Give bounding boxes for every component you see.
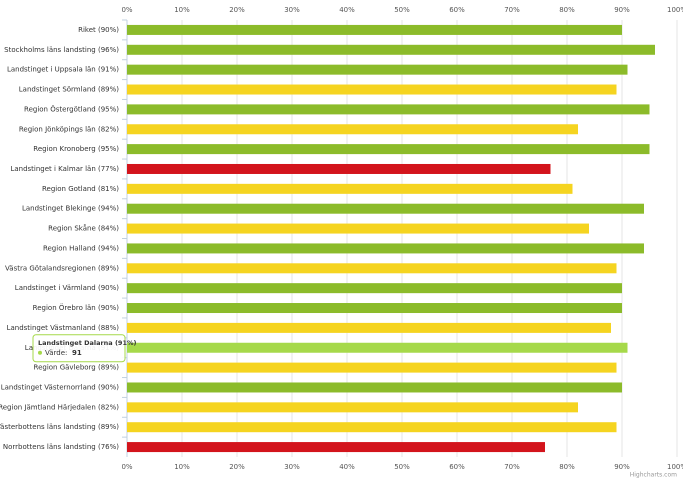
x-tick-label-bottom: 60% bbox=[449, 463, 465, 471]
y-tick-label: Landstinget Blekinge (94%) bbox=[22, 205, 119, 213]
x-tick-label-top: 90% bbox=[614, 6, 630, 14]
x-tick-label-bottom: 100% bbox=[667, 463, 683, 471]
bar bbox=[127, 322, 611, 333]
y-tick-label: Riket (90%) bbox=[78, 26, 119, 34]
bar bbox=[127, 104, 650, 115]
y-tick-label: Region Jönköpings län (82%) bbox=[19, 125, 119, 133]
y-tick-label: Region Skåne (84%) bbox=[48, 224, 119, 233]
y-tick-label: Landstinget Västmanland (88%) bbox=[7, 324, 120, 332]
y-tick-label: Region Örebro län (90%) bbox=[33, 303, 120, 312]
tooltip-value: 91 bbox=[72, 349, 82, 357]
x-tick-label-bottom: 40% bbox=[339, 463, 355, 471]
x-tick-label-top: 10% bbox=[174, 6, 190, 14]
y-tick-label: Landstinget i Uppsala län (91%) bbox=[7, 66, 119, 74]
x-tick-label-top: 30% bbox=[284, 6, 300, 14]
bar bbox=[127, 442, 545, 453]
x-tick-label-bottom: 20% bbox=[229, 463, 245, 471]
bar bbox=[127, 422, 617, 433]
y-tick-label: Region Jämtland Härjedalen (82%) bbox=[0, 403, 119, 411]
bar bbox=[127, 203, 644, 214]
bar bbox=[127, 84, 617, 95]
y-tick-label: Region Gotland (81%) bbox=[42, 185, 119, 193]
x-tick-label-top: 60% bbox=[449, 6, 465, 14]
bar bbox=[127, 283, 622, 294]
y-tick-label: Region Halland (94%) bbox=[43, 244, 119, 252]
y-tick-label: Norrbottens läns landsting (76%) bbox=[3, 443, 119, 451]
x-tick-label-bottom: 70% bbox=[504, 463, 520, 471]
bar bbox=[127, 342, 628, 353]
bar bbox=[127, 24, 622, 35]
bar bbox=[127, 362, 617, 373]
bar bbox=[127, 243, 644, 254]
y-tick-label: Stockholms läns landsting (96%) bbox=[4, 46, 119, 54]
bar bbox=[127, 44, 655, 55]
y-tick-label: Landstinget i Kalmar län (77%) bbox=[10, 165, 119, 173]
bar bbox=[127, 382, 622, 393]
x-tick-label-bottom: 80% bbox=[559, 463, 575, 471]
bar bbox=[127, 64, 628, 75]
x-tick-label-top: 20% bbox=[229, 6, 245, 14]
x-tick-label-bottom: 10% bbox=[174, 463, 190, 471]
bars bbox=[127, 24, 655, 453]
x-tick-label-bottom: 30% bbox=[284, 463, 300, 471]
bar bbox=[127, 402, 578, 413]
y-tick-label: Region Gävleborg (89%) bbox=[34, 364, 120, 372]
y-tick-label: Region Östergötland (95%) bbox=[24, 104, 119, 113]
y-tick-label: Västerbottens läns landsting (89%) bbox=[0, 423, 119, 431]
x-tick-label-bottom: 50% bbox=[394, 463, 410, 471]
y-tick-label: Landstinget Sörmland (89%) bbox=[19, 86, 119, 94]
y-tick-label: Landstinget i Värmland (90%) bbox=[15, 284, 119, 292]
tooltip-box bbox=[32, 334, 126, 363]
bar bbox=[127, 124, 578, 135]
labels: 0% 0% 10% 10% 20% 20% 30% 30% 40% 40% 50% 50% 60% 60%… bbox=[0, 6, 683, 471]
tooltip-label: Värde: bbox=[45, 349, 67, 357]
tooltip-title: Landstinget Dalarna (91%) bbox=[38, 339, 136, 347]
bar bbox=[127, 144, 650, 155]
x-tick-label-top: 40% bbox=[339, 6, 355, 14]
x-tick-label-top: 70% bbox=[504, 6, 520, 14]
bar bbox=[127, 303, 622, 314]
y-tick-label: Region Kronoberg (95%) bbox=[33, 145, 119, 153]
bar bbox=[127, 163, 551, 174]
x-tick-label-top: 50% bbox=[394, 6, 410, 14]
tooltip: Landstinget Dalarna (91%) Värde: 91 bbox=[32, 334, 136, 363]
tooltip-dot bbox=[38, 350, 42, 355]
bar bbox=[127, 263, 617, 274]
credits[interactable]: Highcharts.com bbox=[630, 472, 677, 479]
bar bbox=[127, 183, 573, 194]
x-tick-label-top: 100% bbox=[667, 6, 683, 14]
y-tick-label: Landstinget Västernorrland (90%) bbox=[1, 383, 120, 391]
x-tick-label-bottom: 90% bbox=[614, 463, 630, 471]
x-tick-label-top: 80% bbox=[559, 6, 575, 14]
y-tick-label: Västra Götalandsregionen (89%) bbox=[5, 264, 119, 272]
bar bbox=[127, 223, 589, 234]
x-tick-label-top: 0% bbox=[121, 6, 132, 14]
x-tick-label-bottom: 0% bbox=[121, 463, 132, 471]
